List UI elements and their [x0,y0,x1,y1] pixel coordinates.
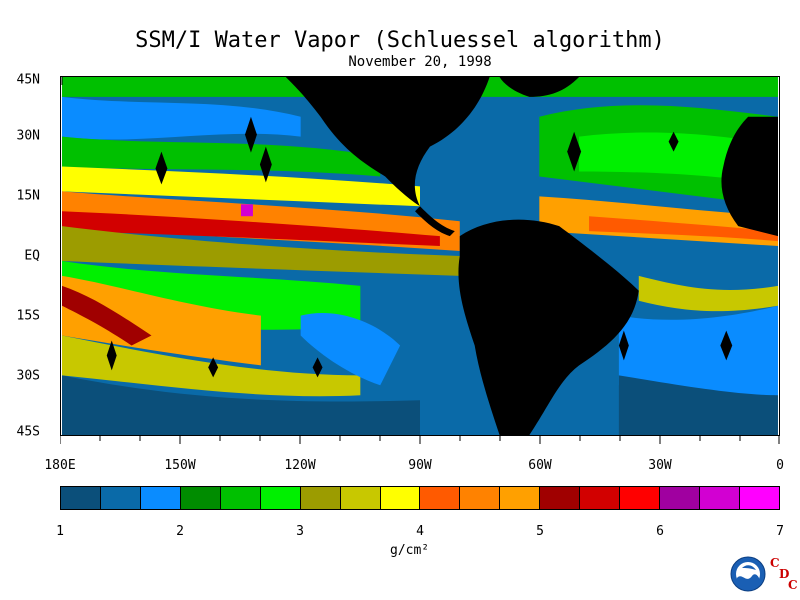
colorbar-swatch [420,487,461,509]
central-america-landmass [415,206,455,237]
colorbar-label-2: 2 [176,524,184,539]
africa-landmass [721,116,778,237]
lat-label-45n: 45N [16,72,40,88]
greenland-landmass [499,77,580,97]
lat-label-eq: EQ [24,248,40,264]
map-title: SSM/I Water Vapor (Schluessel algorithm) [135,28,665,53]
south-america-landmass [458,219,639,435]
logo-letter-c1: C [770,556,780,570]
longitude-ticks [60,436,780,444]
lon-label-0: 0 [776,458,784,473]
lon-label-180e: 180E [44,458,76,473]
lat-label-30n: 30N [16,128,40,144]
colorbar-label-5: 5 [536,524,544,539]
logo-letter-c2: C [788,578,798,592]
colorbar-swatch [580,487,621,509]
colorbar-label-3: 3 [296,524,304,539]
noaa-logo-icon [730,556,766,592]
map-date: November 20, 1998 [348,54,492,70]
lat-label-30s: 30S [16,368,40,384]
lon-label-120w: 120W [284,458,316,473]
colorbar-swatch [739,487,779,509]
colorbar-swatch [620,487,661,509]
colorbar [60,486,780,510]
lon-label-150w: 150W [164,458,196,473]
colorbar-swatch [100,487,141,509]
lon-label-30w: 30W [648,458,672,473]
colorbar-swatch [140,487,181,509]
logo-letter-d: D [779,567,790,581]
colorbar-swatch [700,487,740,509]
north-america-landmass [285,77,490,207]
lon-label-60w: 60W [528,458,552,473]
water-vapor-map [60,76,780,436]
colorbar-swatch [300,487,341,509]
colorbar-swatch [460,487,501,509]
colorbar-label-7: 7 [776,524,784,539]
units-label: g/cm² [390,543,430,558]
colorbar-swatch [340,487,381,509]
colorbar-label-1: 1 [56,524,64,539]
colorbar-swatch [220,487,261,509]
colorbar-swatch [180,487,221,509]
lat-label-15s: 15S [16,308,40,324]
colorbar-swatch [380,487,421,509]
colorbar-swatch [260,487,301,509]
colorbar-swatch [540,487,581,509]
colorbar-swatch [500,487,541,509]
lon-label-90w: 90W [408,458,432,473]
colorbar-label-4: 4 [416,524,424,539]
lat-label-45s: 45S [16,424,40,440]
lat-label-15n: 15N [16,188,40,204]
colorbar-swatch [660,487,700,509]
colorbar-swatch [61,487,101,509]
colorbar-label-6: 6 [656,524,664,539]
